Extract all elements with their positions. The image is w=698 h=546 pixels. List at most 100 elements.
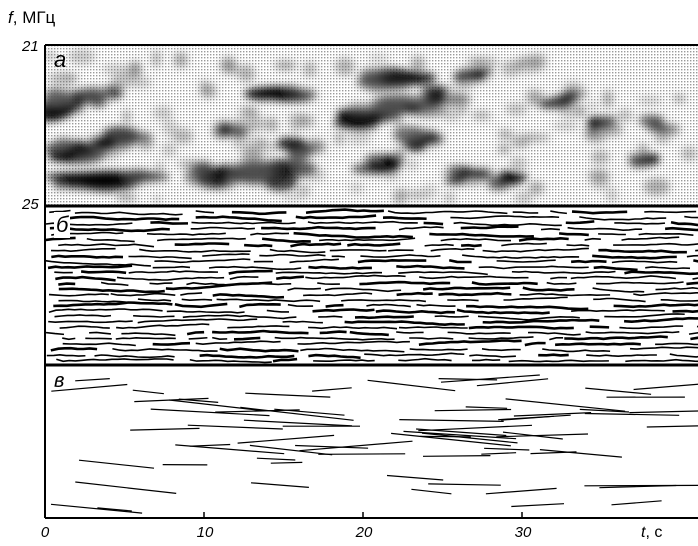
fitted-segment	[501, 415, 554, 421]
ridge-line	[317, 282, 340, 286]
ridge-line	[195, 210, 215, 214]
ridge-line	[49, 226, 170, 233]
ridge-line	[58, 282, 76, 286]
spectrum-haze	[563, 81, 582, 90]
spectrum-haze	[368, 53, 390, 64]
ridge-line	[47, 264, 133, 270]
spectrum-haze	[358, 75, 385, 89]
spectrum-haze	[233, 116, 246, 129]
ridge-line	[664, 226, 698, 232]
ridge-line	[518, 236, 569, 242]
ridge-line	[596, 281, 684, 285]
ridge-line	[462, 254, 580, 259]
spectrum-haze	[509, 157, 528, 171]
spectrum-haze	[72, 104, 86, 114]
ridge-line	[94, 354, 175, 359]
x-tick-label-0: 0	[40, 524, 50, 541]
ridge-line	[229, 275, 259, 280]
spectrum-haze	[155, 162, 165, 172]
x-tick-label-10: 10	[196, 524, 214, 541]
ridge-line	[308, 326, 398, 330]
ridge-line	[477, 315, 580, 321]
ridge-line	[307, 220, 418, 225]
spectrum-blob	[440, 94, 471, 105]
spectrum-blob	[351, 164, 386, 174]
ridge-line	[308, 353, 361, 360]
ridge-line	[86, 237, 135, 243]
ridge-line	[450, 215, 560, 220]
ridge-line	[598, 233, 626, 236]
ridge-line	[137, 298, 172, 302]
fitted-segment	[585, 387, 652, 395]
ridge-line	[266, 309, 289, 313]
spectrum-haze	[161, 142, 177, 157]
ridge-line	[423, 221, 444, 226]
ridge-line	[45, 331, 65, 336]
ridge-line	[503, 296, 568, 301]
spectrum-haze	[129, 60, 141, 77]
fitted-segment	[411, 488, 452, 495]
spectrum-haze	[218, 59, 237, 72]
spectrum-haze	[162, 119, 179, 138]
spectrum-haze	[53, 97, 72, 111]
ridge-line	[287, 303, 314, 308]
ridge-line	[382, 216, 427, 221]
ridge-line	[555, 342, 641, 347]
ridge-line	[54, 314, 112, 318]
ridge-line	[593, 265, 638, 272]
spectrum-haze	[290, 124, 299, 134]
fitted-segment	[422, 455, 491, 457]
ridge-line	[501, 242, 547, 247]
ridge-line	[208, 265, 302, 271]
panel-letter-a: а	[54, 47, 67, 72]
ridge-line	[212, 329, 309, 335]
spectrum-haze	[510, 134, 536, 141]
ridge-line	[579, 216, 667, 221]
ridge-line	[121, 332, 176, 337]
ridge-line	[424, 243, 454, 247]
fitted-segment	[599, 484, 677, 489]
fitted-segment	[418, 424, 533, 432]
ridge-line	[239, 302, 281, 309]
fitted-segment	[50, 503, 143, 514]
ridge-line	[478, 265, 589, 270]
spectrum-haze	[563, 87, 588, 100]
spectrum-haze	[102, 63, 129, 75]
spectrum-haze	[173, 52, 188, 68]
fitted-segment	[485, 487, 557, 495]
ridge-line	[655, 286, 698, 291]
x-tick-label-20: 20	[355, 524, 373, 541]
spectrum-haze	[558, 102, 582, 119]
fitted-segment	[318, 453, 406, 455]
spectrum-haze	[637, 96, 663, 106]
ridge-line	[48, 293, 109, 297]
ridge-line	[546, 281, 577, 285]
ridge-line	[456, 308, 550, 315]
spectrum-haze	[498, 129, 513, 139]
ridge-line	[149, 282, 173, 285]
ridge-line	[398, 326, 468, 329]
ridge-line	[116, 276, 225, 281]
spectrum-haze	[672, 94, 687, 103]
spectrum-haze	[595, 114, 616, 131]
ridge-line	[133, 314, 175, 318]
ridge-line	[227, 325, 290, 329]
ridge-line	[319, 237, 416, 242]
ridge-line	[409, 337, 454, 340]
ridge-line	[655, 342, 698, 346]
panel-c-line-segments	[50, 374, 698, 514]
ridge-line	[297, 340, 410, 345]
panel-letter-c: в	[54, 370, 65, 392]
ridge-line	[55, 275, 116, 282]
ridge-line	[567, 226, 643, 232]
fitted-segment	[399, 419, 504, 422]
spectrum-haze	[528, 181, 545, 195]
ridge-line	[447, 298, 479, 302]
ridge-line	[50, 346, 98, 352]
ridge-line	[571, 309, 665, 313]
spectrum-haze	[334, 57, 355, 76]
spectrum-haze	[483, 67, 492, 82]
ridge-line	[269, 248, 326, 254]
ridge-line	[303, 292, 373, 297]
ridge-line	[396, 264, 465, 270]
